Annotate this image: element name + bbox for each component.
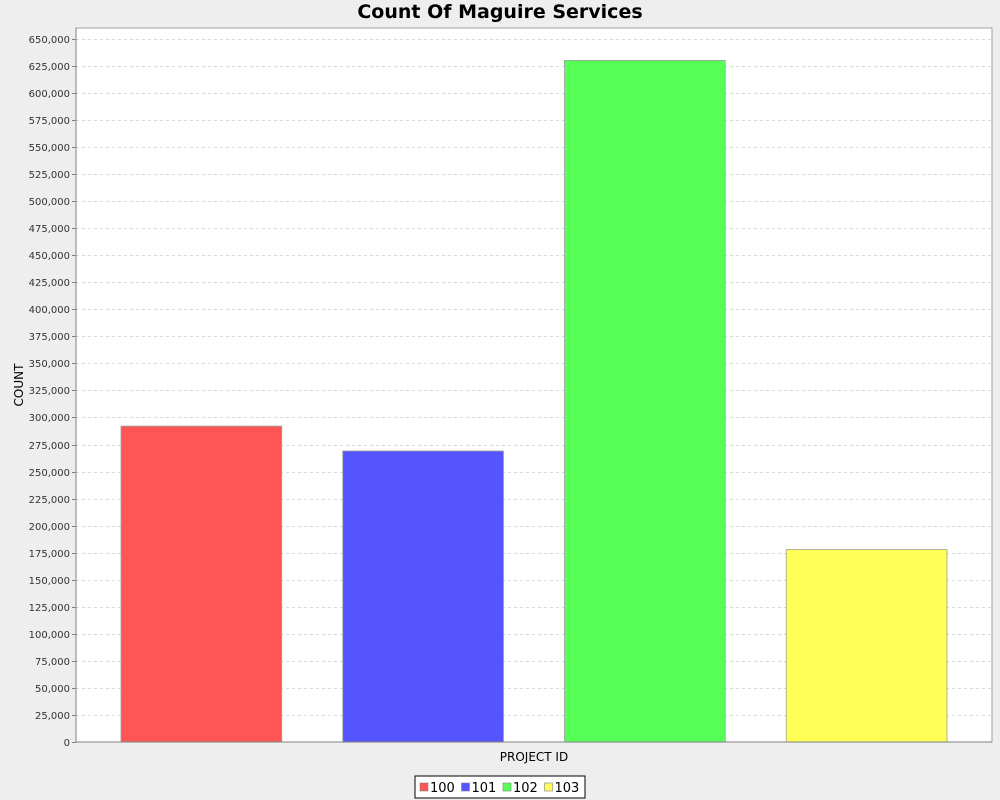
legend-box <box>414 775 586 799</box>
x-axis-label: PROJECT ID <box>500 750 568 764</box>
y-tick-label: 125,000 <box>29 603 70 614</box>
bar-101 <box>342 450 504 743</box>
legend: 100 101 102 103 <box>414 775 586 799</box>
y-tick-label: 75,000 <box>35 657 70 668</box>
legend-swatch-103 <box>544 782 553 792</box>
chart-title: Count Of Maguire Services <box>357 1 642 23</box>
legend-swatch-101 <box>461 782 470 792</box>
y-tick-label: 175,000 <box>29 549 70 560</box>
y-tick-label: 200,000 <box>29 522 70 533</box>
bars <box>120 60 948 743</box>
y-tick-label: 300,000 <box>29 413 70 424</box>
y-tick-label: 600,000 <box>29 89 70 100</box>
y-tick-label: 100,000 <box>29 630 70 641</box>
y-tick-label: 250,000 <box>29 468 70 479</box>
y-tick-label: 400,000 <box>29 305 70 316</box>
legend-swatch-102 <box>502 782 512 792</box>
y-tick-label: 350,000 <box>29 359 70 370</box>
y-axis-ticks: 0 25,000 50,000 75,000 100,000 125,000 150,000… <box>29 35 76 749</box>
y-tick-label: 0 <box>64 738 70 749</box>
y-tick-label: 475,000 <box>29 224 70 235</box>
y-axis-label: COUNT <box>12 363 26 407</box>
legend-label-101: 101 <box>472 781 497 796</box>
y-tick-label: 450,000 <box>29 251 70 262</box>
y-tick-label: 225,000 <box>29 495 70 506</box>
y-tick-label: 550,000 <box>29 143 70 154</box>
y-tick-label: 575,000 <box>29 116 70 127</box>
bar-102 <box>564 60 726 743</box>
y-tick-label: 375,000 <box>29 332 70 343</box>
y-tick-label: 25,000 <box>35 711 70 722</box>
y-tick-label: 50,000 <box>35 684 70 695</box>
y-tick-label: 625,000 <box>29 62 70 73</box>
y-tick-label: 425,000 <box>29 278 70 289</box>
y-tick-label: 325,000 <box>29 386 70 397</box>
legend-items: 100 101 102 103 <box>419 781 580 796</box>
bar-103 <box>785 549 948 743</box>
y-tick-label: 650,000 <box>29 35 70 46</box>
legend-label-102: 102 <box>513 781 538 796</box>
y-tick-label: 500,000 <box>29 197 70 208</box>
y-tick-label: 525,000 <box>29 170 70 181</box>
legend-label-100: 100 <box>430 781 455 796</box>
legend-swatch-100 <box>419 782 429 792</box>
bar-100 <box>120 425 283 743</box>
y-tick-label: 275,000 <box>29 441 70 452</box>
legend-label-103: 103 <box>555 781 580 796</box>
y-tick-label: 150,000 <box>29 576 70 587</box>
